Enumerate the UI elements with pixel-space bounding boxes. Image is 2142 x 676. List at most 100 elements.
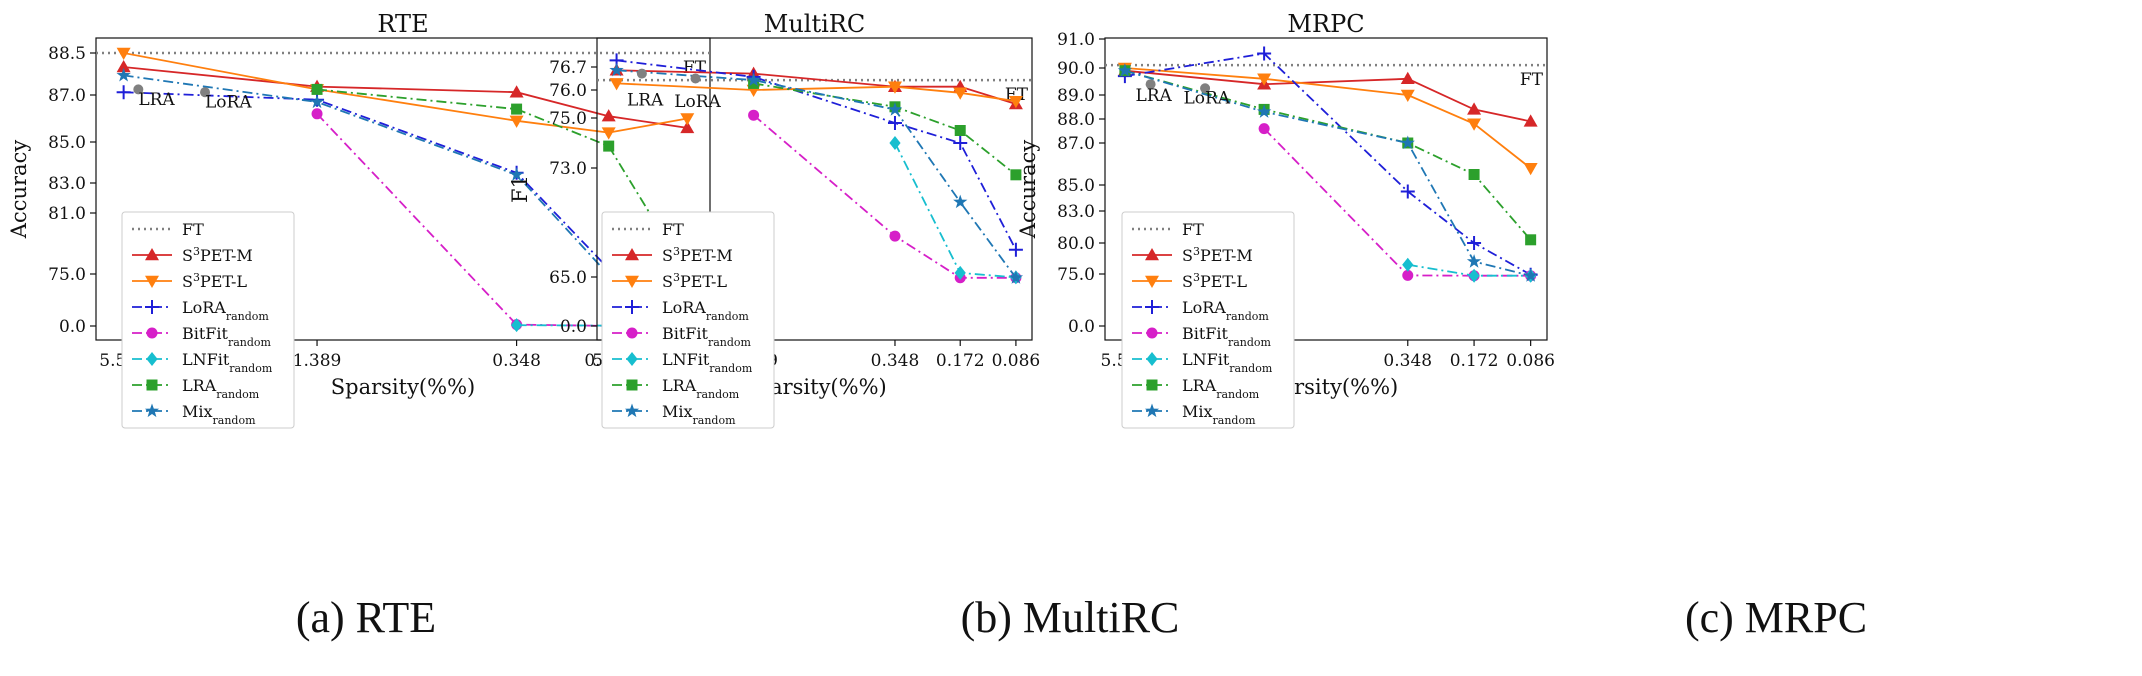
legend: FT S3PET-M S3PET-L LoRArandomBitFitrandomLN…	[121, 211, 295, 429]
data-point	[1400, 135, 1415, 150]
legend-label: FT	[662, 220, 684, 239]
y-tick-label: 0.0	[560, 317, 587, 337]
data-point	[1400, 89, 1415, 102]
chart-title: MRPC	[1287, 10, 1364, 38]
series-line	[894, 142, 1016, 279]
legend-label: LRArandom	[182, 376, 260, 401]
x-tick-label: 0.348	[871, 351, 920, 371]
y-tick-label: 75.0	[549, 109, 587, 129]
data-point	[1523, 162, 1538, 176]
data-point	[953, 194, 968, 209]
data-point	[1467, 102, 1482, 115]
x-tick-label: 1.389	[293, 351, 342, 371]
legend-label: LoRArandom	[1182, 298, 1269, 323]
chart-panel-2: MRPC 0.0 75.0 80.0 83.0 85.0 87.0 88.0 89.0 90.0 9…	[1016, 10, 1555, 429]
chart-panel-0: RTE0.075.081.083.085.087.088.55.5551.389…	[7, 10, 712, 429]
legend-marker	[1146, 352, 1158, 366]
data-point	[1467, 236, 1482, 250]
series-line	[1263, 127, 1531, 277]
legend-marker	[145, 248, 159, 261]
y-tick-label: 90.0	[1057, 59, 1095, 79]
legend: FT S3PET-M S3PET-L LoRArandomBitFitrandomLN…	[601, 211, 775, 429]
y-tick-label: 0.0	[59, 317, 86, 337]
legend: FT S3PET-M S3PET-L LoRArandomBitFitrandomLN…	[1121, 211, 1295, 429]
annotation-point	[133, 84, 144, 95]
data-point	[1008, 270, 1023, 284]
plot-frame	[95, 37, 711, 341]
data-point	[953, 136, 968, 150]
legend-label: S3PET-L	[662, 271, 727, 292]
data-point	[116, 85, 131, 100]
data-point	[1117, 63, 1132, 77]
data-point	[511, 103, 523, 115]
data-point	[311, 83, 323, 95]
y-tick-label: 75.0	[1057, 265, 1095, 285]
chart-title: MultiRC	[764, 10, 865, 38]
legend-marker	[1145, 300, 1159, 314]
data-point	[1008, 95, 1023, 109]
data-point	[1468, 169, 1480, 180]
legend-marker	[625, 275, 639, 288]
data-point	[116, 47, 131, 60]
series-BitFit_random	[748, 109, 1022, 284]
data-point	[887, 116, 902, 130]
legend-marker	[626, 352, 638, 366]
annotation-label: LoRA	[674, 92, 721, 112]
y-tick-label: 85.0	[1057, 176, 1095, 196]
plot-frame	[1104, 37, 1548, 341]
legend-label: Mixrandom	[182, 402, 256, 427]
legend-label: LRArandom	[1182, 376, 1260, 401]
x-tick-label: 0.086	[1506, 351, 1555, 371]
annotation-point	[636, 68, 647, 79]
series-line	[753, 82, 1017, 176]
y-tick-label: 76.0	[549, 81, 587, 101]
data-point	[116, 67, 131, 82]
legend-marker	[146, 352, 158, 366]
data-point	[1468, 268, 1480, 283]
legend-marker	[1144, 403, 1160, 418]
data-point	[887, 102, 903, 116]
legend-label: S3PET-M	[662, 245, 733, 266]
legend-label: LoRArandom	[662, 298, 749, 323]
legend-box	[1121, 211, 1295, 429]
legend-label: FT	[1182, 220, 1204, 239]
data-point	[954, 125, 966, 136]
data-point	[601, 109, 616, 122]
data-point	[1466, 254, 1482, 268]
series-BitFit_random	[1258, 123, 1537, 282]
legend-box	[121, 211, 295, 429]
data-point	[601, 127, 616, 140]
plot-frame	[596, 37, 1033, 341]
legend-label: Mixrandom	[1182, 402, 1256, 427]
legend-marker	[1146, 327, 1158, 339]
data-point	[1467, 118, 1482, 131]
data-point	[889, 230, 901, 242]
legend-marker	[144, 403, 160, 418]
data-point	[889, 136, 901, 150]
data-point	[603, 140, 615, 152]
legend-label: LoRArandom	[182, 298, 269, 323]
annotation-point	[1145, 79, 1156, 90]
chart-title: RTE	[377, 10, 428, 38]
data-point	[309, 94, 325, 109]
caption-a: (a) RTE	[295, 593, 437, 642]
annotation-point	[1200, 83, 1211, 94]
legend-label: LNFitrandom	[1182, 350, 1273, 375]
series-Mix_random	[609, 62, 1023, 284]
data-point	[1402, 269, 1414, 281]
data-point	[1010, 169, 1022, 181]
data-point	[748, 109, 760, 121]
data-point	[748, 77, 760, 89]
data-point	[1257, 73, 1272, 86]
y-tick-label: 83.0	[48, 174, 86, 194]
legend-label: LNFitrandom	[182, 350, 273, 375]
caption-b: (b) MultiRC	[960, 593, 1180, 642]
legend-label: BitFitrandom	[1182, 324, 1272, 349]
legend-label: LNFitrandom	[662, 350, 753, 375]
y-tick-label: 65.0	[549, 268, 587, 288]
y-tick-label: 80.0	[1057, 234, 1095, 254]
data-point	[1400, 184, 1415, 199]
series-line	[1124, 69, 1531, 277]
legend-label: BitFitrandom	[182, 324, 272, 349]
